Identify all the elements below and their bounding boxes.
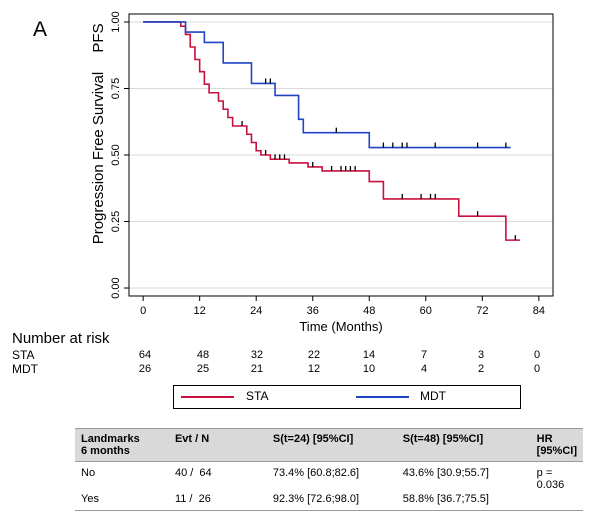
x-axis-title: Time (Months) <box>299 319 382 334</box>
legend-label-sta: STA <box>246 389 269 403</box>
risk-value-sta: 64 <box>138 349 152 361</box>
risk-value-mdt: 10 <box>362 363 376 375</box>
risk-value-sta: 22 <box>307 349 321 361</box>
y-tick-label: 1.00 <box>110 11 122 32</box>
panel-label: A <box>33 18 48 41</box>
x-tick-label: 12 <box>194 305 206 317</box>
risk-table-title: Number at risk <box>12 330 110 347</box>
risk-value-sta: 7 <box>420 349 428 361</box>
y-tick-label: 0.00 <box>110 277 122 298</box>
risk-value-sta: 32 <box>250 349 264 361</box>
risk-value-mdt: 25 <box>196 363 210 375</box>
header-evt-n: Evt / N <box>168 428 267 462</box>
km-chart: 0 12 24 36 48 60 72 84 0.00 0.25 0.50 0.75 1.00 Time … <box>90 11 554 334</box>
y-tick-label: 0.50 <box>110 144 122 165</box>
header-hr: HR [95%CI] <box>530 428 583 462</box>
legend-swatch-sta <box>181 396 234 398</box>
landmarks-table: Landmarks 6 months Evt / N S(t=24) [95%C… <box>75 428 583 511</box>
header-s48: S(t=48) [95%CI] <box>396 428 531 462</box>
table-header-row: Landmarks 6 months Evt / N S(t=24) [95%C… <box>75 428 583 462</box>
table-row: No 40 / 64 73.4% [60.8;82.6] 43.6% [30.9… <box>75 462 583 493</box>
header-landmarks-line2: 6 months <box>81 445 130 457</box>
cell-s24: 73.4% [60.8;82.6] <box>272 467 360 479</box>
risk-row-label-sta: STA <box>12 348 35 362</box>
legend-swatch-mdt <box>356 396 409 398</box>
risk-row-label-mdt: MDT <box>12 362 38 376</box>
risk-value-sta: 48 <box>196 349 210 361</box>
x-tick-label: 84 <box>533 305 545 317</box>
legend: STA MDT <box>173 385 521 409</box>
x-tick-label: 48 <box>363 305 375 317</box>
y-tick-label: 0.75 <box>110 78 122 99</box>
risk-value-mdt: 26 <box>138 363 152 375</box>
legend-label-mdt: MDT <box>420 389 446 403</box>
survival-curve-sta <box>143 21 521 241</box>
header-s24: S(t=24) [95%CI] <box>266 428 397 462</box>
y-axis-title: Progression Free Survival <box>90 72 107 245</box>
x-tick-label: 36 <box>307 305 319 317</box>
risk-value-mdt: 12 <box>307 363 321 375</box>
y-tick-label: 0.25 <box>110 211 122 232</box>
y-axis-short-title: PFS <box>90 23 107 52</box>
risk-value-sta: 0 <box>533 349 541 361</box>
cell-hr: p = 0.036 <box>536 467 565 491</box>
x-tick-label: 24 <box>250 305 262 317</box>
cell-evt-n: 40 / 64 <box>174 467 212 479</box>
risk-value-mdt: 2 <box>477 363 485 375</box>
risk-value-sta: 14 <box>362 349 376 361</box>
risk-value-mdt: 0 <box>533 363 541 375</box>
header-landmarks: Landmarks 6 months <box>75 428 169 462</box>
cell-group: No <box>81 467 96 479</box>
x-tick-label: 72 <box>476 305 488 317</box>
header-hr-line1: HR <box>536 433 553 445</box>
x-tick-label: 0 <box>140 305 146 317</box>
survival-curve-mdt <box>143 21 511 149</box>
risk-value-sta: 3 <box>477 349 485 361</box>
header-landmarks-line1: Landmarks <box>81 433 140 445</box>
risk-value-mdt: 21 <box>250 363 264 375</box>
x-tick-label: 60 <box>420 305 432 317</box>
cell-s48: 43.6% [30.9;55.7] <box>402 467 489 479</box>
risk-value-mdt: 4 <box>420 363 428 375</box>
header-hr-line2: [95%CI] <box>536 445 577 457</box>
